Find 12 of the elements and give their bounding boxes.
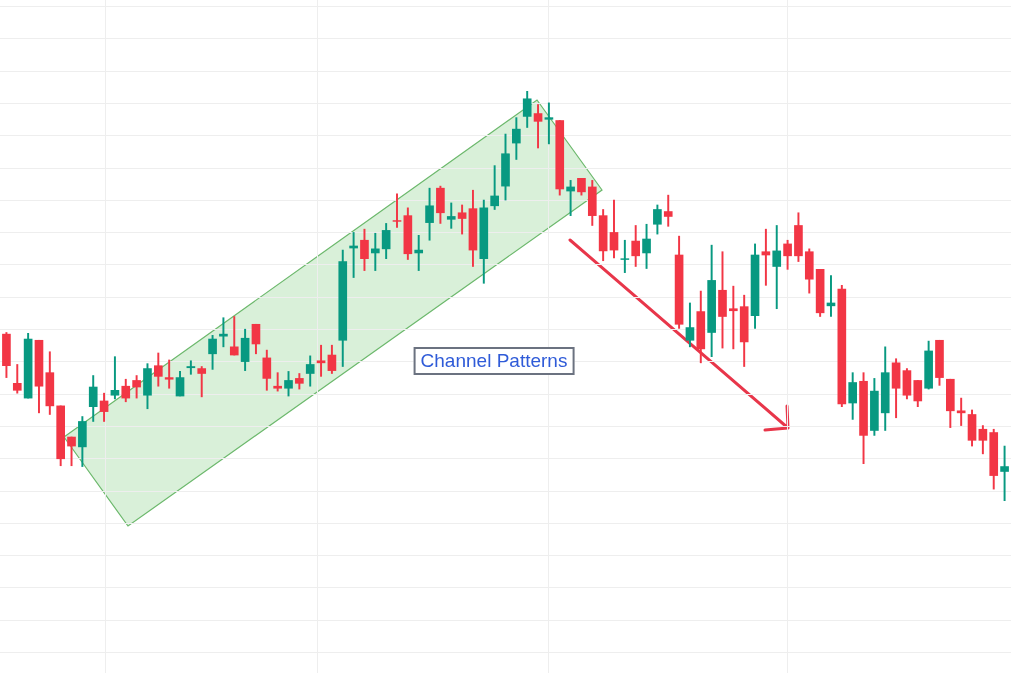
candlestick <box>186 360 196 375</box>
candlestick <box>392 193 402 228</box>
candlestick <box>956 397 966 426</box>
candlestick <box>316 344 326 377</box>
candlestick <box>761 228 771 286</box>
annotation: Channel Patterns <box>413 347 575 375</box>
candlestick <box>219 317 228 348</box>
candlestick <box>164 359 174 389</box>
candlestick <box>544 102 554 145</box>
candlestick <box>620 239 630 273</box>
candlestick <box>1000 445 1009 501</box>
candlestick <box>729 285 738 350</box>
